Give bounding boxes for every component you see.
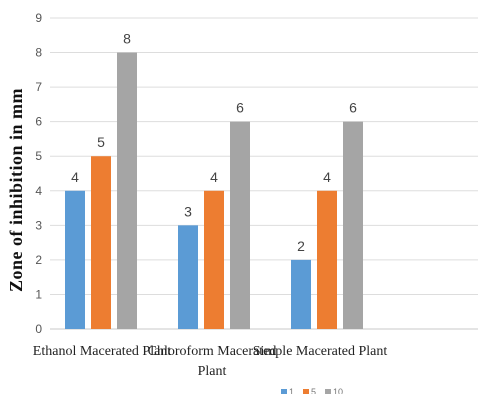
bar [230, 121, 250, 330]
legend: 1 5 10 [281, 387, 343, 394]
data-label: 6 [236, 100, 244, 116]
category-label: Ethanol Macerated Plant [33, 344, 172, 359]
bars [65, 52, 363, 330]
data-label: 4 [210, 169, 218, 185]
y-tick-label: 5 [35, 149, 42, 163]
category-label: Chloroform Macerated Plant [148, 344, 277, 379]
bar [117, 52, 137, 330]
bar [291, 259, 311, 329]
legend-label: 1 [289, 387, 294, 394]
data-label: 8 [123, 31, 131, 47]
y-tick-label: 6 [35, 115, 42, 129]
legend-swatch [325, 389, 331, 394]
legend-label: 5 [311, 387, 316, 394]
y-tick-label: 8 [35, 46, 42, 60]
bar [178, 225, 198, 329]
y-tick-label: 3 [35, 218, 42, 232]
y-tick-label: 4 [35, 184, 42, 198]
legend-swatch [281, 389, 287, 394]
bar [91, 156, 111, 329]
data-label: 4 [323, 169, 331, 185]
legend-swatch [303, 389, 309, 394]
gridlines [50, 17, 478, 330]
y-axis-ticks: 0 1 2 3 4 5 6 7 8 9 [35, 11, 42, 336]
y-tick-label: 9 [35, 11, 42, 25]
category-label: Simple Macerated Plant [253, 344, 388, 359]
data-label: 5 [97, 134, 105, 150]
bar [204, 190, 224, 329]
y-tick-label: 7 [35, 80, 42, 94]
bar [65, 190, 85, 329]
data-label: 3 [184, 203, 192, 219]
bar [317, 190, 337, 329]
y-axis-label: Zone of inhibition in mm [6, 88, 26, 292]
bar [343, 121, 363, 330]
y-tick-label: 2 [35, 253, 42, 267]
legend-label: 10 [333, 387, 343, 394]
data-label: 2 [297, 238, 305, 254]
data-label: 4 [71, 169, 79, 185]
data-label: 6 [349, 100, 357, 116]
data-labels: 4 5 8 3 4 6 2 4 6 [71, 31, 357, 254]
y-tick-label: 1 [35, 287, 42, 301]
y-tick-label: 0 [35, 322, 42, 336]
